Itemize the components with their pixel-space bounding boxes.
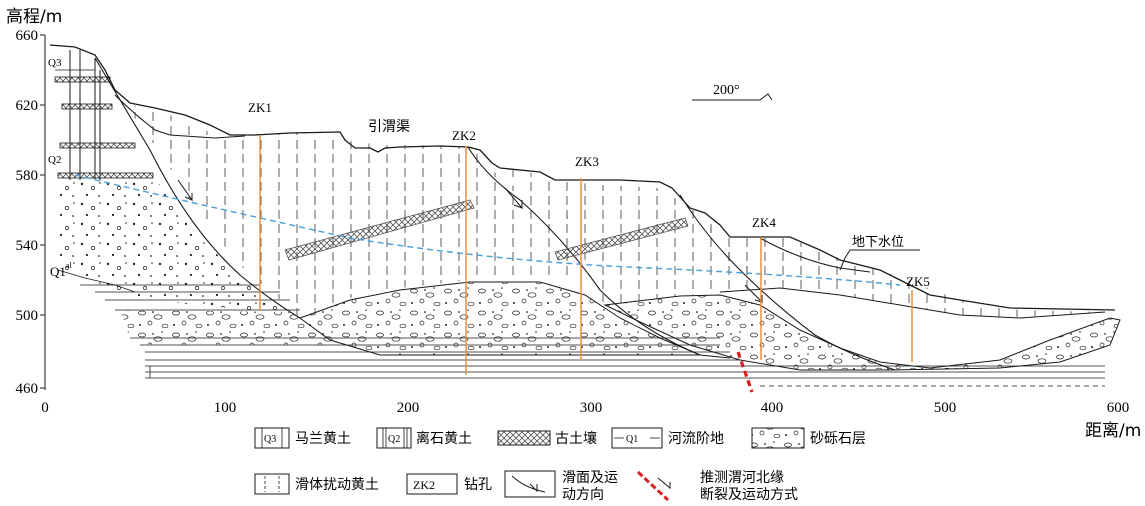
x-tick-label: 300 <box>580 400 603 416</box>
legend-label: 断裂及运动方式 <box>700 487 798 503</box>
loess-column <box>54 50 154 180</box>
legend-label: 推测渭河北缘 <box>700 470 784 486</box>
slide-body-disturbed-loess <box>105 80 585 318</box>
legend-item: 古土壤 <box>497 430 597 447</box>
legend-label: 滑体扰动黄土 <box>295 476 379 493</box>
legend-symbol: Q1 <box>626 434 638 445</box>
legend-item: 推测渭河北缘 断裂及运动方式 <box>636 470 798 503</box>
direction-indicator: 200° <box>692 83 773 101</box>
borehole-label: ZK1 <box>248 100 272 115</box>
groundwater-level <box>74 174 901 286</box>
x-tick-label: 500 <box>934 400 957 416</box>
legend-item: Q1 河流阶地 <box>611 427 724 449</box>
borehole-label: ZK3 <box>575 154 599 169</box>
fault-arrow-icon <box>657 477 671 490</box>
direction-arrow-icon <box>692 93 773 101</box>
legend-item: 滑体扰动黄土 <box>254 473 379 495</box>
y-axis-title: 高程/m <box>6 7 62 27</box>
gravel-layer <box>120 310 340 345</box>
canal-label: 引渭渠 <box>368 119 410 135</box>
legend-symbol: Q2 <box>388 434 400 445</box>
y-axis: 660 620 580 540 500 460 高程/m <box>6 7 62 397</box>
q1-label-text: Q1 <box>50 264 66 279</box>
gravel-layer <box>298 281 701 356</box>
y-tick-label: 540 <box>16 238 39 254</box>
q1-label: Q1al <box>50 261 72 279</box>
legend-item: Q3 马兰黄土 <box>254 427 351 449</box>
legend-label: 河流阶地 <box>668 431 724 447</box>
q3-label: Q3 <box>48 57 62 69</box>
legend-item: Q2 离石黄土 <box>376 427 472 449</box>
y-tick-label: 620 <box>16 98 39 114</box>
borehole-label: ZK4 <box>752 215 776 230</box>
legend-label: 古土壤 <box>555 430 597 447</box>
legend-label: 砂砾石层 <box>810 431 866 447</box>
groundwater-callout: 地下水位 <box>839 235 920 271</box>
legend-item: 砂砾石层 <box>751 427 866 449</box>
x-tick-label: 600 <box>1107 400 1130 416</box>
legend-item: ZK2 钻孔 <box>406 473 492 495</box>
legend-item: 滑面及运 动方向 <box>504 469 618 503</box>
river-terrace-q1 <box>58 180 290 312</box>
slide-arrow-icon <box>511 475 546 493</box>
x-tick-label: 0 <box>41 400 49 416</box>
x-tick-label: 200 <box>397 400 420 416</box>
x-axis-title: 距离/m <box>1085 421 1141 441</box>
y-tick-label: 660 <box>16 28 39 44</box>
legend-symbol: Q3 <box>264 434 276 445</box>
y-tick-label: 500 <box>16 308 39 324</box>
direction-label: 200° <box>713 83 740 98</box>
groundwater-label: 地下水位 <box>852 235 904 250</box>
gravel-layer <box>603 294 1121 371</box>
x-axis: 0 100 200 300 400 500 600 距离/m <box>41 400 1141 441</box>
borehole-label: ZK5 <box>906 274 930 289</box>
legend-label: 动方向 <box>562 487 604 503</box>
legend: Q3 马兰黄土 Q2 离石黄土 古土壤 Q1 河流阶地 砂砾石层 <box>254 427 866 503</box>
q2-label: Q2 <box>48 154 61 166</box>
legend-label: 离石黄土 <box>416 430 472 447</box>
ground-surface <box>49 44 1116 311</box>
legend-label: 钻孔 <box>464 477 492 493</box>
y-tick-label: 580 <box>16 168 39 184</box>
paleosol-band <box>284 199 689 261</box>
boreholes <box>259 135 913 375</box>
x-tick-label: 100 <box>214 400 237 416</box>
slide-body-disturbed-loess <box>700 215 1105 318</box>
legend-symbol: ZK2 <box>413 478 435 492</box>
legend-label: 马兰黄土 <box>295 430 351 447</box>
legend-label: 滑面及运 <box>562 469 618 486</box>
borehole-label: ZK2 <box>452 128 476 143</box>
x-tick-label: 400 <box>761 400 784 416</box>
y-tick-label: 460 <box>16 381 39 397</box>
fault-line <box>736 351 754 393</box>
q1-superscript: al <box>66 261 73 270</box>
